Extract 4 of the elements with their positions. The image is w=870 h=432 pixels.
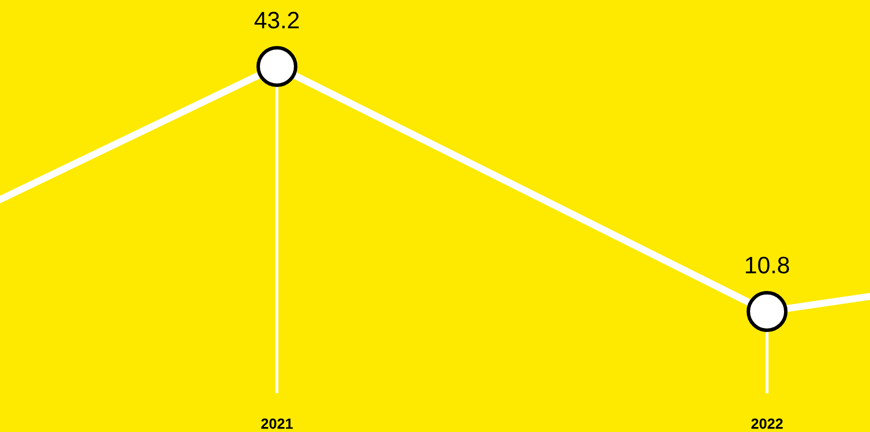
data-label: 43.2 [254, 12, 299, 29]
data-label: 10.8 [746, 256, 790, 274]
x-tick-label: 2022 [751, 418, 783, 429]
x-tick-label: 2021 [261, 418, 293, 429]
